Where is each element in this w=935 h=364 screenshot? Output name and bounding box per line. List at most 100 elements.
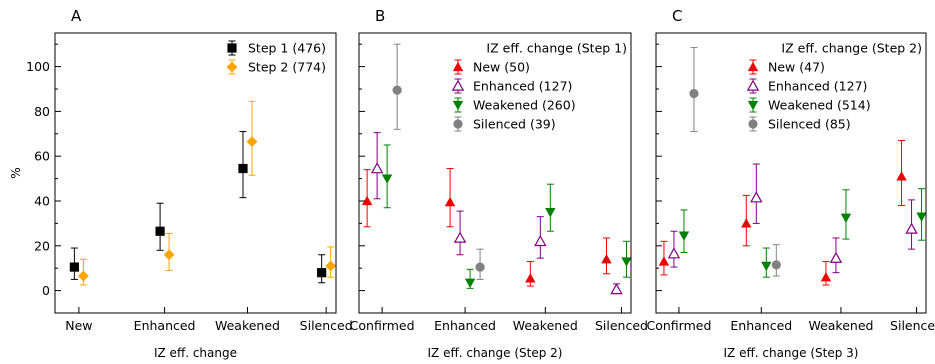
y-tick-label: 60 xyxy=(34,149,50,164)
legend: Step 1 (476) Step 2 (774) xyxy=(226,40,326,75)
series-2 xyxy=(381,144,632,289)
legend-marker xyxy=(452,100,464,111)
legend-label: Silenced (85) xyxy=(768,117,851,132)
x-tick-label: Silenced xyxy=(595,318,648,333)
data-point xyxy=(610,283,623,295)
legend-marker xyxy=(226,61,238,73)
data-point xyxy=(916,212,927,222)
series-3 xyxy=(689,47,781,277)
panel-letter: C xyxy=(672,7,682,25)
data-point xyxy=(381,174,393,184)
data-point xyxy=(750,191,763,203)
y-tick-label: 80 xyxy=(34,104,50,119)
legend-entry: Step 1 (476) xyxy=(227,40,326,56)
data-point xyxy=(896,171,907,181)
legend-label: New (47) xyxy=(768,60,825,75)
y-tick-label: 40 xyxy=(34,194,50,209)
legend-marker xyxy=(451,79,465,91)
legend-marker xyxy=(746,79,760,91)
data-point xyxy=(77,270,89,282)
data-point xyxy=(317,268,327,278)
x-tick-label: Enhanced xyxy=(134,318,196,333)
series-0 xyxy=(658,140,907,286)
data-point xyxy=(246,136,258,148)
legend-entry: Weakened (260) xyxy=(452,97,576,113)
panel-c: Confirmed Enhanced Weakened Silenced C IZ eff… xyxy=(646,7,935,360)
data-point xyxy=(689,88,699,99)
y-axis-title: % xyxy=(9,167,23,178)
series-1 xyxy=(370,132,623,295)
data-point xyxy=(444,196,456,207)
x-axis-title: IZ eff. change (Step 2) xyxy=(428,346,563,360)
data-point xyxy=(534,234,547,247)
legend-label: Step 1 (476) xyxy=(248,41,326,56)
data-point xyxy=(741,218,752,228)
y-tick-label: 20 xyxy=(34,238,50,253)
data-point xyxy=(392,85,402,95)
plot-frame xyxy=(655,32,927,314)
x-axis-title: IZ eff. change (Step 3) xyxy=(724,346,859,360)
legend-entry: Silenced (85) xyxy=(748,116,851,132)
x-tick-label: Confirmed xyxy=(646,318,711,333)
data-point xyxy=(771,260,781,270)
panel-letter: A xyxy=(71,7,82,25)
y-tick-label: 0 xyxy=(42,283,50,298)
legend-label: Silenced (39) xyxy=(473,117,556,132)
legend-marker xyxy=(747,100,759,111)
panel-a: 0 20 40 60 80 100 New Enhanced Weakened Silenced A… xyxy=(9,7,353,360)
x-tick-label: Confirmed xyxy=(350,318,415,333)
data-point xyxy=(621,257,632,267)
data-point xyxy=(840,213,852,223)
legend-marker xyxy=(747,61,759,72)
data-point xyxy=(658,256,670,266)
data-point xyxy=(69,262,79,272)
x-tick-label: Silenced xyxy=(890,318,935,333)
data-point xyxy=(820,271,832,282)
legend: IZ eff. change (Step 2) New (47) Enhanced … xyxy=(746,41,922,132)
data-point xyxy=(545,208,556,218)
x-axis-title: IZ eff. change xyxy=(154,346,237,360)
legend-title: IZ eff. change (Step 1) xyxy=(486,41,627,56)
x-tick-label: Weakened xyxy=(513,318,578,333)
series-1 xyxy=(667,163,918,274)
data-point xyxy=(475,262,485,272)
legend-marker xyxy=(452,61,464,72)
legend-label: Enhanced (127) xyxy=(473,79,572,94)
plot-frame xyxy=(54,32,337,314)
legend-entry: Step 2 (774) xyxy=(226,59,326,75)
plot-frame xyxy=(358,32,632,314)
legend-marker xyxy=(227,43,237,53)
series-1 xyxy=(77,100,337,286)
data-point xyxy=(453,231,467,243)
x-tick-label: Enhanced xyxy=(434,318,496,333)
data-point xyxy=(761,261,772,272)
data-point xyxy=(163,249,175,261)
legend-entry: New (50) xyxy=(452,59,530,75)
series-3 xyxy=(392,43,485,280)
data-point xyxy=(370,162,384,174)
legend-entry: Weakened (514) xyxy=(747,97,871,113)
legend: IZ eff. change (Step 1) New (50) Enhanced … xyxy=(451,41,627,132)
y-tick-label: 100 xyxy=(26,59,50,74)
legend-entry: New (47) xyxy=(747,59,825,75)
legend-title: IZ eff. change (Step 2) xyxy=(781,41,922,56)
legend-label: Weakened (260) xyxy=(473,98,576,113)
x-tick-label: Weakened xyxy=(215,318,280,333)
legend-label: Enhanced (127) xyxy=(768,79,867,94)
data-point xyxy=(667,247,681,259)
data-point xyxy=(155,226,165,236)
legend-marker xyxy=(748,119,758,129)
panel-b: Confirmed Enhanced Weakened Silenced B IZ eff… xyxy=(350,7,648,360)
data-point xyxy=(238,163,248,174)
legend-label: Step 2 (774) xyxy=(248,60,326,75)
legend-label: Weakened (514) xyxy=(768,98,871,113)
series-2 xyxy=(678,188,927,278)
data-point xyxy=(464,278,476,288)
x-tick-label: Silenced xyxy=(300,318,353,333)
x-tick-label: New xyxy=(65,318,92,333)
data-point xyxy=(829,251,843,263)
data-point xyxy=(678,231,690,241)
series-0 xyxy=(361,168,612,287)
legend-entry: Enhanced (127) xyxy=(451,78,572,94)
